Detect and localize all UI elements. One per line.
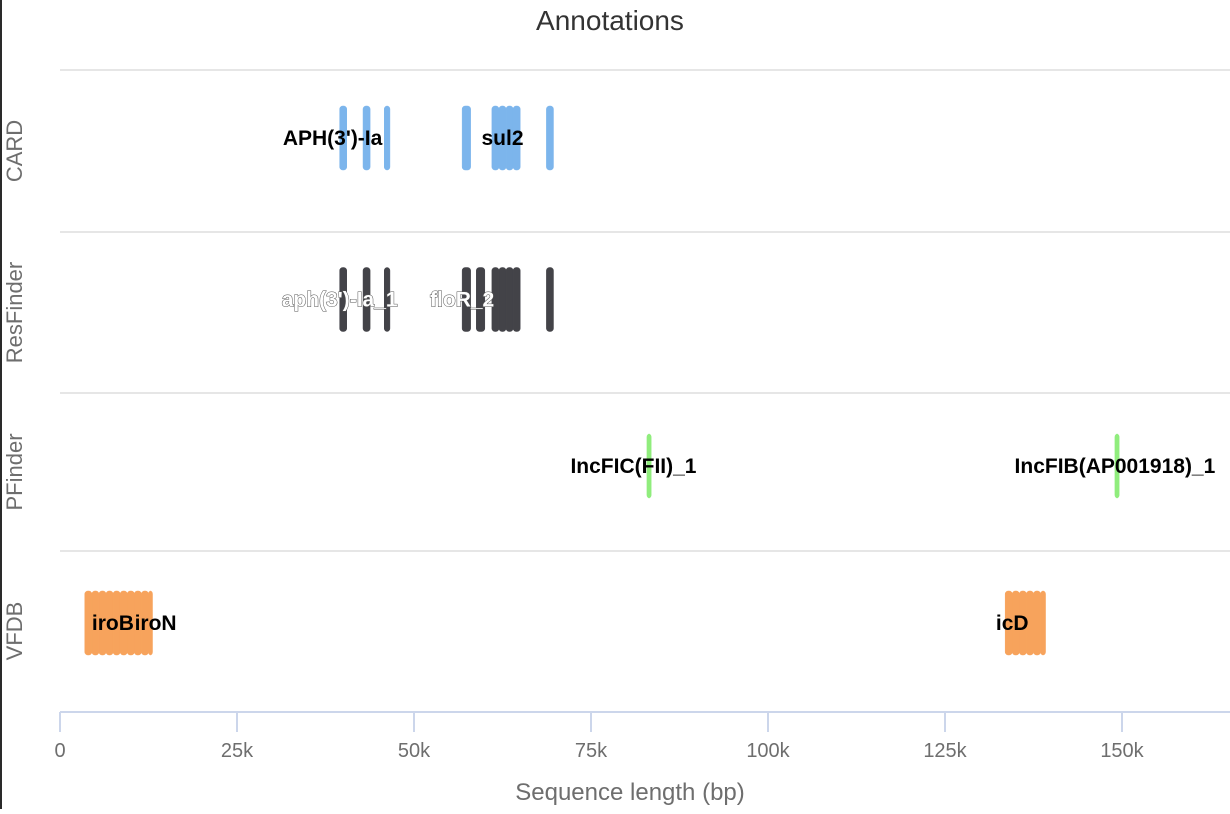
track-resfinder: ResFinder aph(3')-Ia_1 floR_2 [2, 262, 554, 363]
x-tick-label: 75k [575, 740, 608, 762]
feature-bar[interactable] [1033, 590, 1041, 656]
x-tick-label: 0 [54, 740, 65, 762]
feature-label: iroN [135, 612, 177, 635]
feature-label: icD [996, 612, 1029, 635]
feature-bar[interactable] [339, 105, 347, 171]
feature-bar[interactable] [339, 267, 347, 332]
feature-bar[interactable] [498, 267, 507, 332]
feature-bar[interactable] [461, 105, 471, 171]
grid-layer [60, 69, 1230, 552]
feature-bar[interactable] [461, 267, 471, 332]
x-tick-label: 125k [923, 740, 967, 762]
track-card: CARD APH(3')-Ia sul2 [2, 105, 554, 182]
x-axis: 0 25k 50k 75k 100k 125k 150k [54, 711, 1230, 762]
x-tick-label: 100k [746, 740, 790, 762]
feature-bar[interactable] [512, 105, 521, 171]
track-label-resfinder: ResFinder [2, 262, 27, 363]
feature-bar[interactable] [148, 590, 153, 656]
feature-label: floR_2 [430, 289, 494, 312]
feature-bar[interactable] [362, 267, 371, 332]
track-pfinder: PFinder IncFIC(FII)_1 IncFIB(AP001918)_1 [2, 433, 1216, 510]
feature-label: APH(3')-Ia [283, 127, 383, 150]
feature-bar[interactable] [384, 105, 391, 171]
feature-label: aph(3')-Ia_1 [282, 289, 398, 312]
feature-bar[interactable] [384, 267, 391, 332]
x-tick-label: 50k [398, 740, 431, 762]
track-label-vfdb: VFDB [2, 602, 27, 661]
feature-bar[interactable] [1040, 590, 1046, 656]
track-label-card: CARD [2, 120, 27, 182]
chart-title: Annotations [536, 5, 684, 36]
feature-label: sul2 [481, 127, 523, 150]
feature-label: iroB [92, 612, 134, 635]
feature-bar[interactable] [362, 105, 371, 171]
track-label-pfinder: PFinder [2, 433, 27, 510]
feature-label: IncFIC(FII)_1 [570, 455, 696, 478]
feature-bar[interactable] [505, 267, 514, 332]
window-edge [0, 0, 2, 809]
feature-bar[interactable] [546, 267, 554, 332]
x-axis-title: Sequence length (bp) [515, 779, 745, 806]
x-tick-label: 25k [221, 740, 254, 762]
feature-bar[interactable] [646, 433, 652, 499]
x-tick-label: 150k [1100, 740, 1144, 762]
feature-bar[interactable] [1114, 433, 1120, 499]
track-layer: CARD APH(3')-Ia sul2 ResFinder aph(3')-Ia_1 f… [2, 105, 1216, 661]
feature-bar[interactable] [476, 267, 486, 332]
track-vfdb: VFDB iroB iroN icD [2, 590, 1046, 661]
feature-bar[interactable] [546, 105, 554, 171]
feature-bar[interactable] [84, 590, 93, 656]
feature-label: IncFIB(AP001918)_1 [1015, 455, 1216, 478]
feature-bar[interactable] [512, 267, 521, 332]
